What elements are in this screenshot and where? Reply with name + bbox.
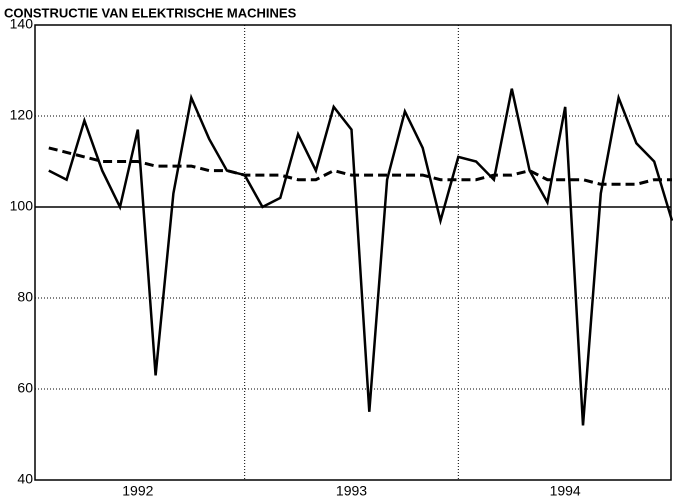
y-tick-label: 140 [10, 16, 34, 32]
y-tick-label: 80 [17, 289, 33, 305]
y-tick-label: 120 [10, 107, 34, 123]
y-tick-label: 60 [17, 380, 33, 396]
plot-frame [34, 24, 672, 481]
y-tick-label: 100 [10, 198, 34, 214]
series-line [48, 88, 673, 426]
y-tick-label: 40 [17, 471, 33, 487]
chart-title: CONSTRUCTIE VAN ELEKTRISCHE MACHINES [4, 5, 297, 20]
x-tick-label: 1994 [550, 483, 581, 499]
x-tick-label: 1992 [122, 483, 153, 499]
x-tick-label: 1993 [336, 483, 367, 499]
series-line [48, 146, 672, 186]
